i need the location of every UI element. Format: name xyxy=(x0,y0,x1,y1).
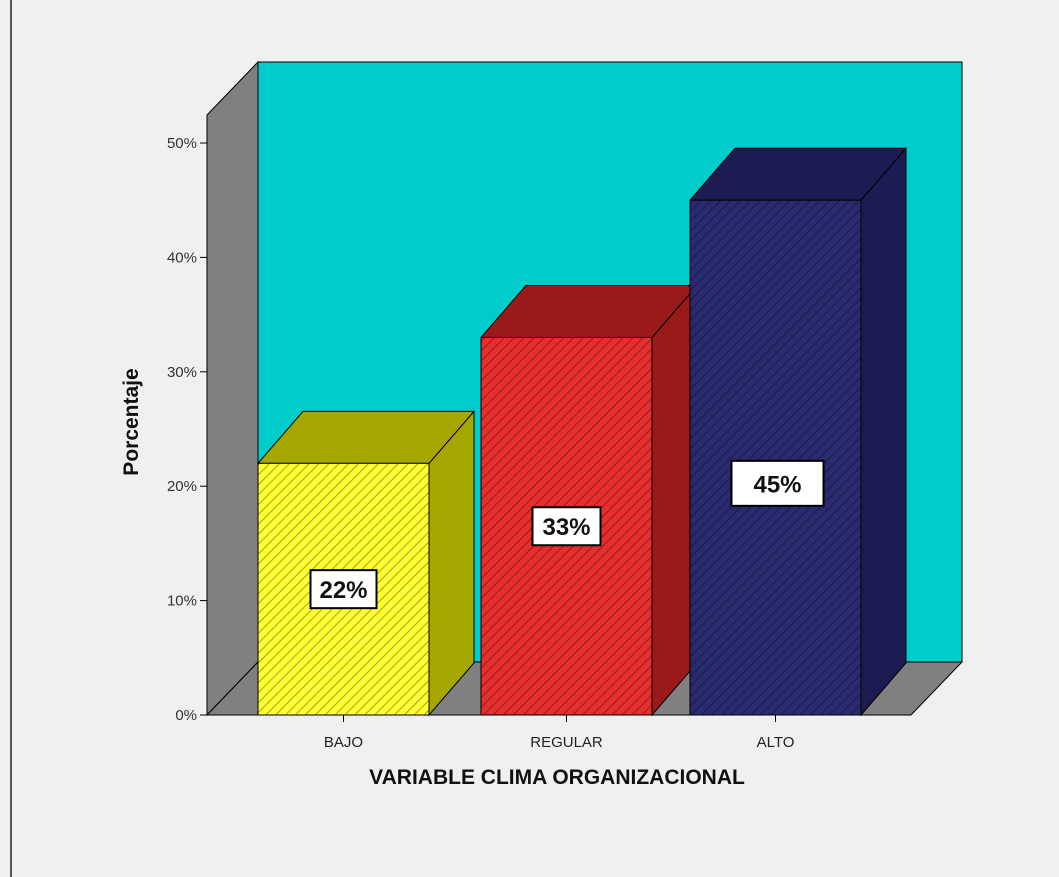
y-tick-label: 0% xyxy=(175,707,197,724)
bar-alto: 45% xyxy=(688,146,908,717)
data-label: 22% xyxy=(319,577,367,604)
data-label: 33% xyxy=(542,514,590,541)
bars: 22% 33% 45% xyxy=(256,146,908,717)
bar-bajo: 22% xyxy=(256,409,476,717)
y-axis-title: Porcentaje xyxy=(120,368,143,475)
x-axis: BAJO REGULAR ALTO xyxy=(324,715,794,751)
y-tick-label: 10% xyxy=(167,593,197,610)
data-label: 45% xyxy=(753,471,801,498)
x-tick-label: ALTO xyxy=(757,734,795,751)
y-tick-label: 20% xyxy=(167,478,197,495)
x-axis-title: VARIABLE CLIMA ORGANIZACIONAL xyxy=(369,766,745,789)
data-label-box xyxy=(531,506,602,547)
left-frame-line xyxy=(10,0,12,877)
bar-side-face xyxy=(860,146,907,717)
data-label-box xyxy=(309,569,378,610)
data-label-box xyxy=(730,459,825,507)
x-tick-label: REGULAR xyxy=(530,734,603,751)
y-axis: 0% 10% 20% 30% 40% 50% xyxy=(167,115,208,724)
y-tick-label: 40% xyxy=(167,249,197,266)
bar-side-face xyxy=(428,409,475,717)
y-tick-label: 30% xyxy=(167,364,197,381)
bar-regular: 33% xyxy=(479,284,699,717)
bar-front-hatch xyxy=(689,199,862,716)
chart-side-wall xyxy=(206,60,259,717)
y-tick-label: 50% xyxy=(167,135,197,152)
x-tick-label: BAJO xyxy=(324,734,363,751)
